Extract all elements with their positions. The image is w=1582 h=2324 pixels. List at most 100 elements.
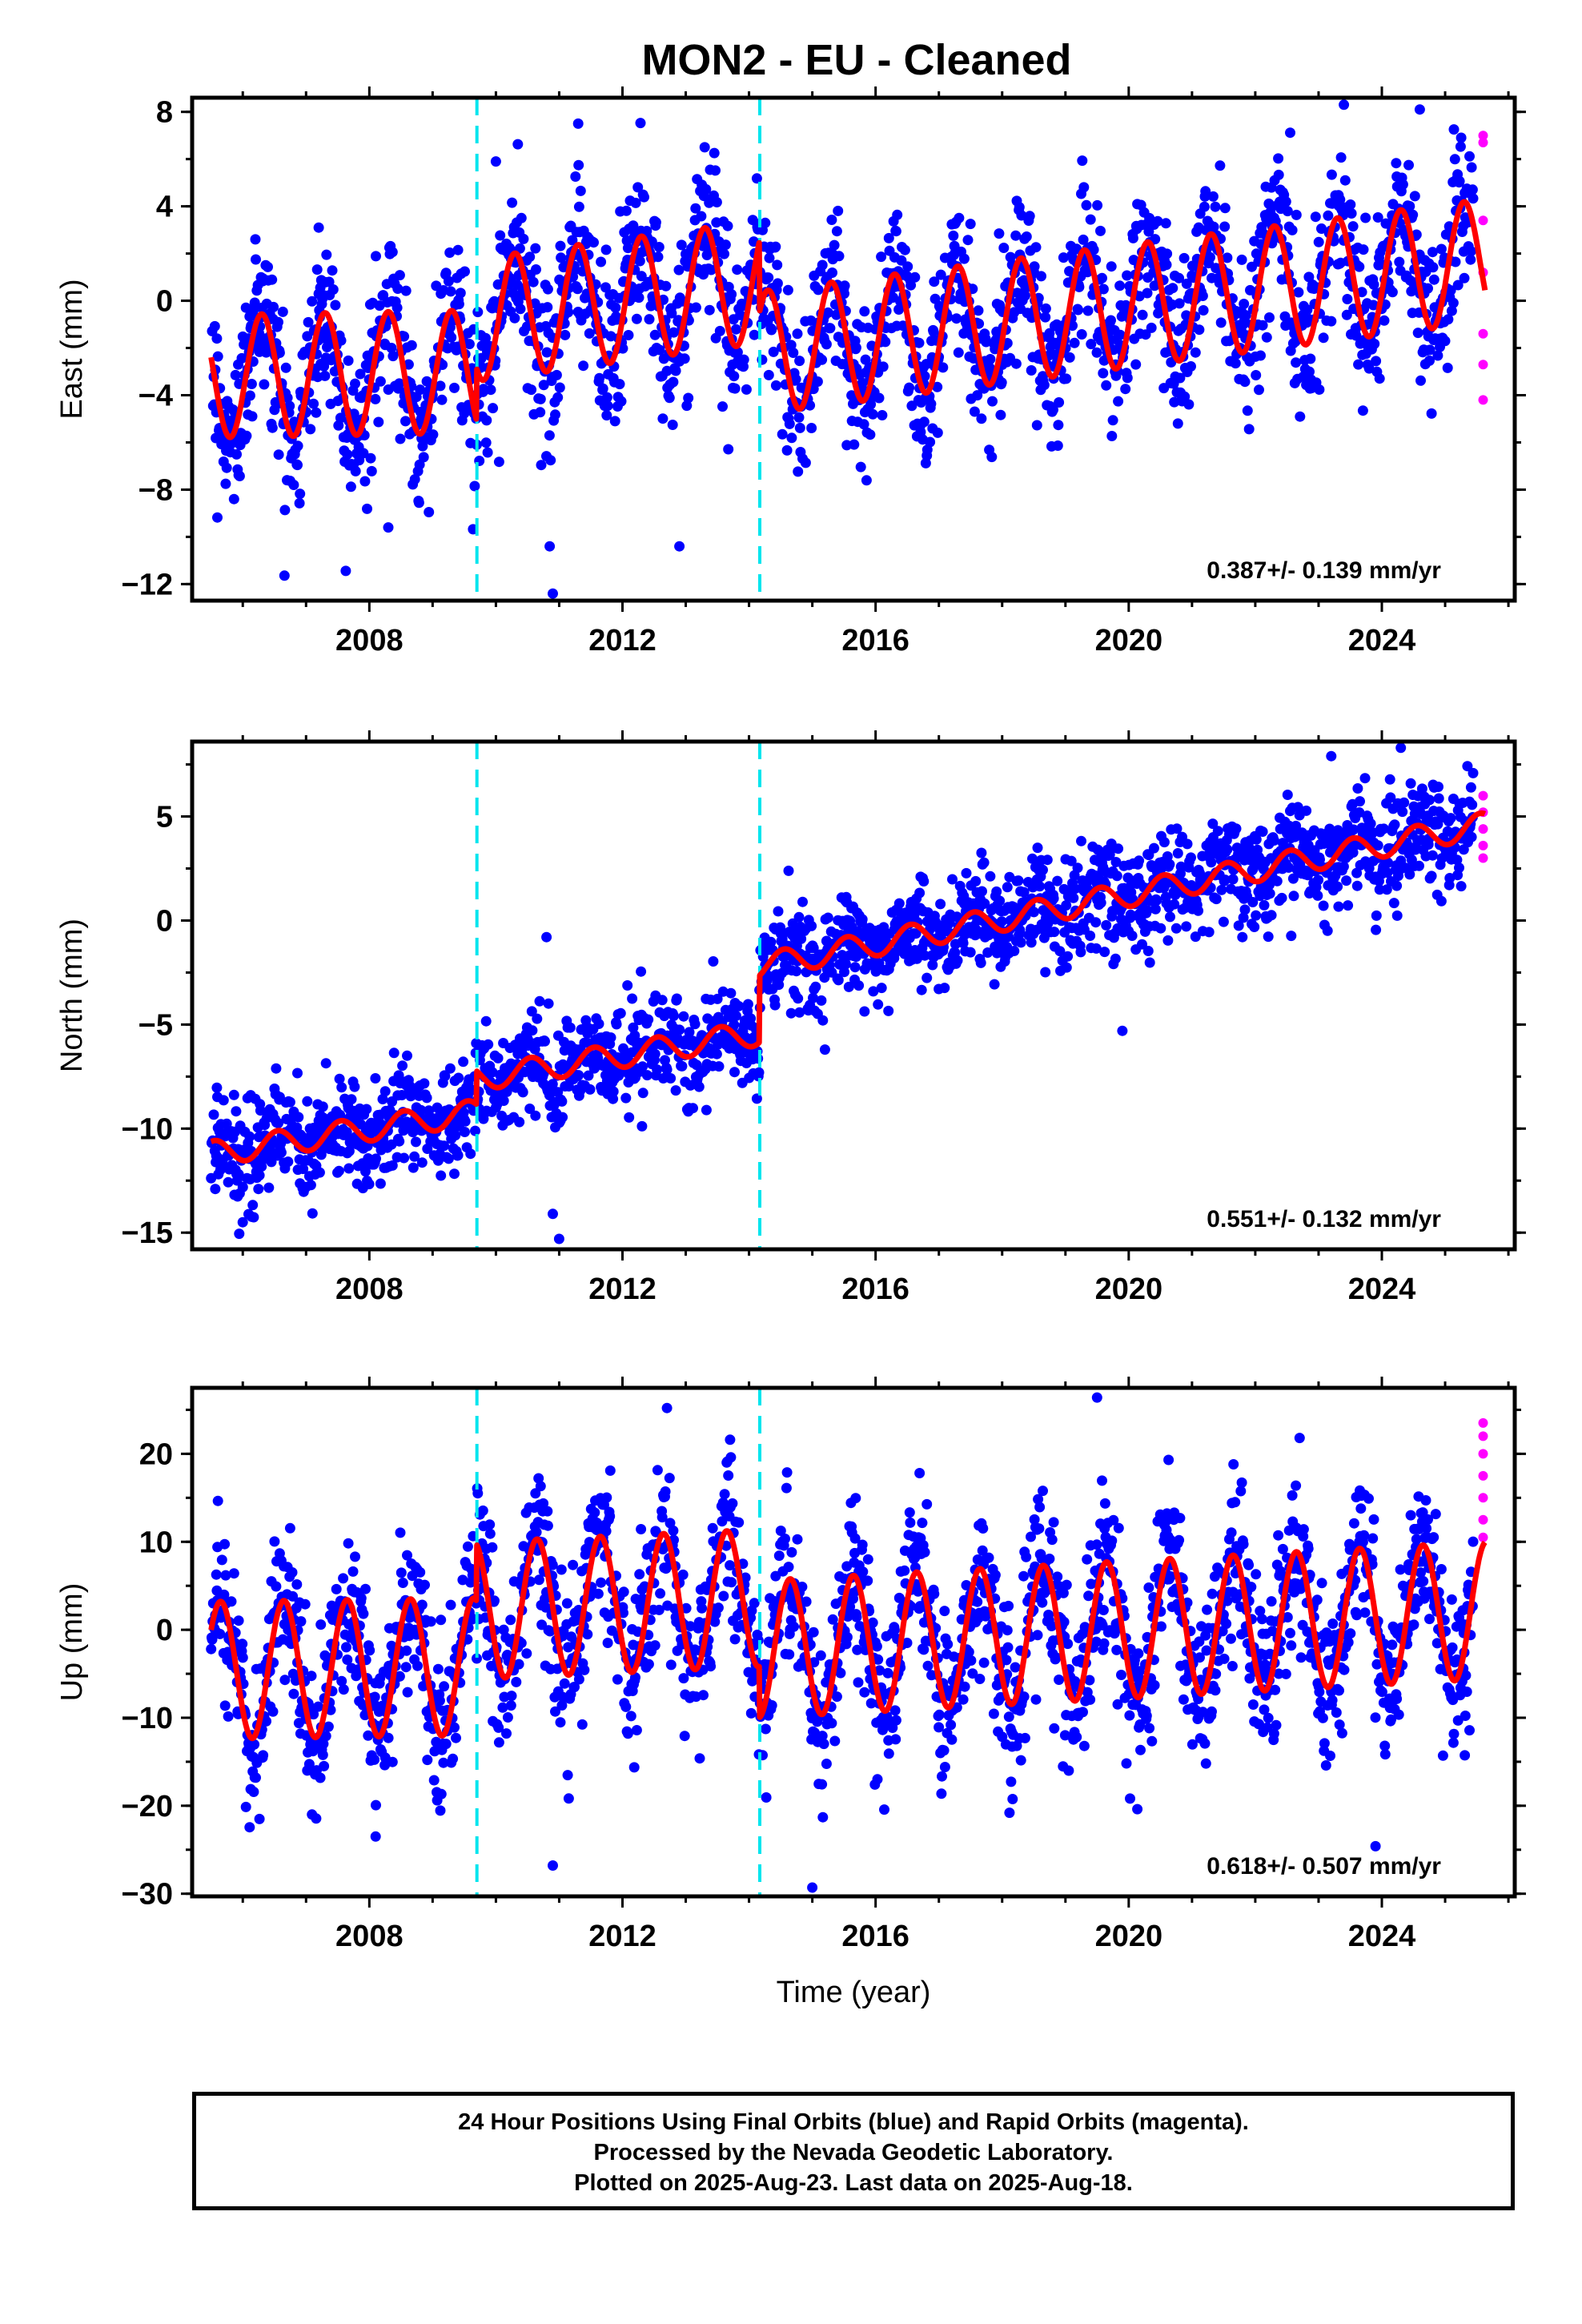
data-point bbox=[609, 416, 620, 427]
data-point bbox=[443, 275, 454, 287]
data-point bbox=[635, 118, 646, 129]
data-point bbox=[1257, 320, 1268, 331]
data-point bbox=[294, 497, 305, 509]
data-point bbox=[573, 1070, 584, 1081]
data-point bbox=[314, 1167, 325, 1178]
data-point bbox=[1435, 895, 1447, 907]
data-point bbox=[303, 316, 314, 328]
data-point bbox=[961, 867, 972, 879]
data-point bbox=[972, 390, 983, 401]
data-point bbox=[363, 1179, 375, 1190]
data-point bbox=[777, 428, 788, 440]
data-point bbox=[994, 895, 1006, 907]
data-point bbox=[773, 906, 784, 917]
data-point bbox=[1357, 405, 1368, 416]
data-point bbox=[1452, 279, 1464, 291]
data-point bbox=[311, 1813, 322, 1824]
rapid-point bbox=[1478, 790, 1488, 801]
x-tick-label: 2012 bbox=[588, 1273, 656, 1306]
data-point bbox=[424, 507, 435, 517]
data-point bbox=[292, 460, 303, 471]
data-point bbox=[1181, 310, 1192, 321]
data-point bbox=[883, 1005, 894, 1016]
data-point bbox=[366, 465, 377, 476]
data-point bbox=[637, 1088, 648, 1099]
data-point bbox=[593, 1019, 604, 1029]
data-point bbox=[1151, 895, 1162, 906]
x-tick-label: 2008 bbox=[335, 624, 404, 657]
data-point bbox=[1028, 907, 1039, 918]
data-point bbox=[1040, 967, 1051, 978]
data-point bbox=[271, 1581, 282, 1592]
data-point bbox=[1312, 890, 1323, 901]
data-point bbox=[451, 1732, 461, 1743]
data-point bbox=[610, 302, 621, 313]
data-point bbox=[690, 203, 701, 214]
data-point bbox=[1293, 287, 1304, 298]
data-point bbox=[742, 999, 753, 1010]
data-point bbox=[1016, 210, 1027, 221]
data-point bbox=[1029, 261, 1040, 272]
data-point bbox=[512, 139, 524, 150]
data-point bbox=[708, 956, 719, 967]
data-point bbox=[220, 478, 231, 489]
data-point bbox=[1447, 297, 1459, 308]
data-point bbox=[552, 392, 564, 403]
data-point bbox=[810, 981, 821, 992]
data-point bbox=[1072, 862, 1083, 874]
data-point bbox=[793, 911, 805, 923]
data-point bbox=[1110, 857, 1122, 867]
data-point bbox=[295, 1616, 307, 1627]
data-point bbox=[877, 410, 888, 420]
data-point bbox=[446, 332, 457, 343]
data-point bbox=[1014, 202, 1025, 213]
data-point bbox=[1110, 953, 1121, 964]
data-point bbox=[293, 1112, 304, 1123]
data-point bbox=[212, 351, 223, 362]
data-point bbox=[1251, 910, 1262, 921]
rapid-point bbox=[1478, 328, 1488, 339]
data-point bbox=[306, 1671, 317, 1682]
data-point bbox=[817, 259, 828, 271]
chart-title: MON2 - EU - Cleaned bbox=[641, 36, 1072, 84]
model-curve bbox=[208, 199, 1488, 440]
data-point bbox=[1455, 141, 1466, 152]
data-point bbox=[402, 1050, 412, 1061]
data-point bbox=[266, 1156, 277, 1168]
data-point bbox=[360, 1583, 371, 1594]
data-point bbox=[1026, 365, 1037, 376]
data-point bbox=[428, 1775, 440, 1786]
data-point bbox=[1465, 246, 1476, 257]
data-point bbox=[212, 1495, 223, 1506]
data-point bbox=[1092, 199, 1103, 211]
data-point bbox=[517, 1087, 528, 1098]
data-point bbox=[994, 228, 1005, 239]
data-point bbox=[654, 344, 665, 356]
data-point bbox=[910, 928, 921, 939]
data-point bbox=[1316, 223, 1327, 234]
data-point bbox=[254, 1170, 265, 1181]
data-point bbox=[230, 369, 241, 380]
data-point bbox=[1054, 397, 1065, 408]
data-point bbox=[794, 356, 805, 367]
data-point bbox=[808, 943, 819, 954]
velocity-label: 0.387+/- 0.139 mm/yr bbox=[1207, 557, 1441, 584]
data-point bbox=[584, 328, 595, 339]
data-point bbox=[1174, 372, 1186, 384]
data-point bbox=[839, 967, 849, 978]
data-point bbox=[323, 276, 335, 287]
data-point bbox=[1313, 875, 1324, 886]
data-point bbox=[271, 1063, 282, 1074]
data-point bbox=[1031, 420, 1042, 431]
data-point bbox=[649, 1048, 661, 1059]
y-tick-label: 5 bbox=[156, 801, 173, 834]
data-point bbox=[317, 1749, 328, 1760]
data-point bbox=[1179, 391, 1191, 402]
data-point bbox=[772, 278, 783, 289]
data-point bbox=[1142, 287, 1153, 299]
data-point bbox=[1107, 415, 1118, 426]
data-point bbox=[453, 299, 464, 310]
data-point bbox=[1363, 363, 1375, 374]
data-point bbox=[969, 406, 980, 417]
data-point bbox=[1424, 344, 1435, 356]
